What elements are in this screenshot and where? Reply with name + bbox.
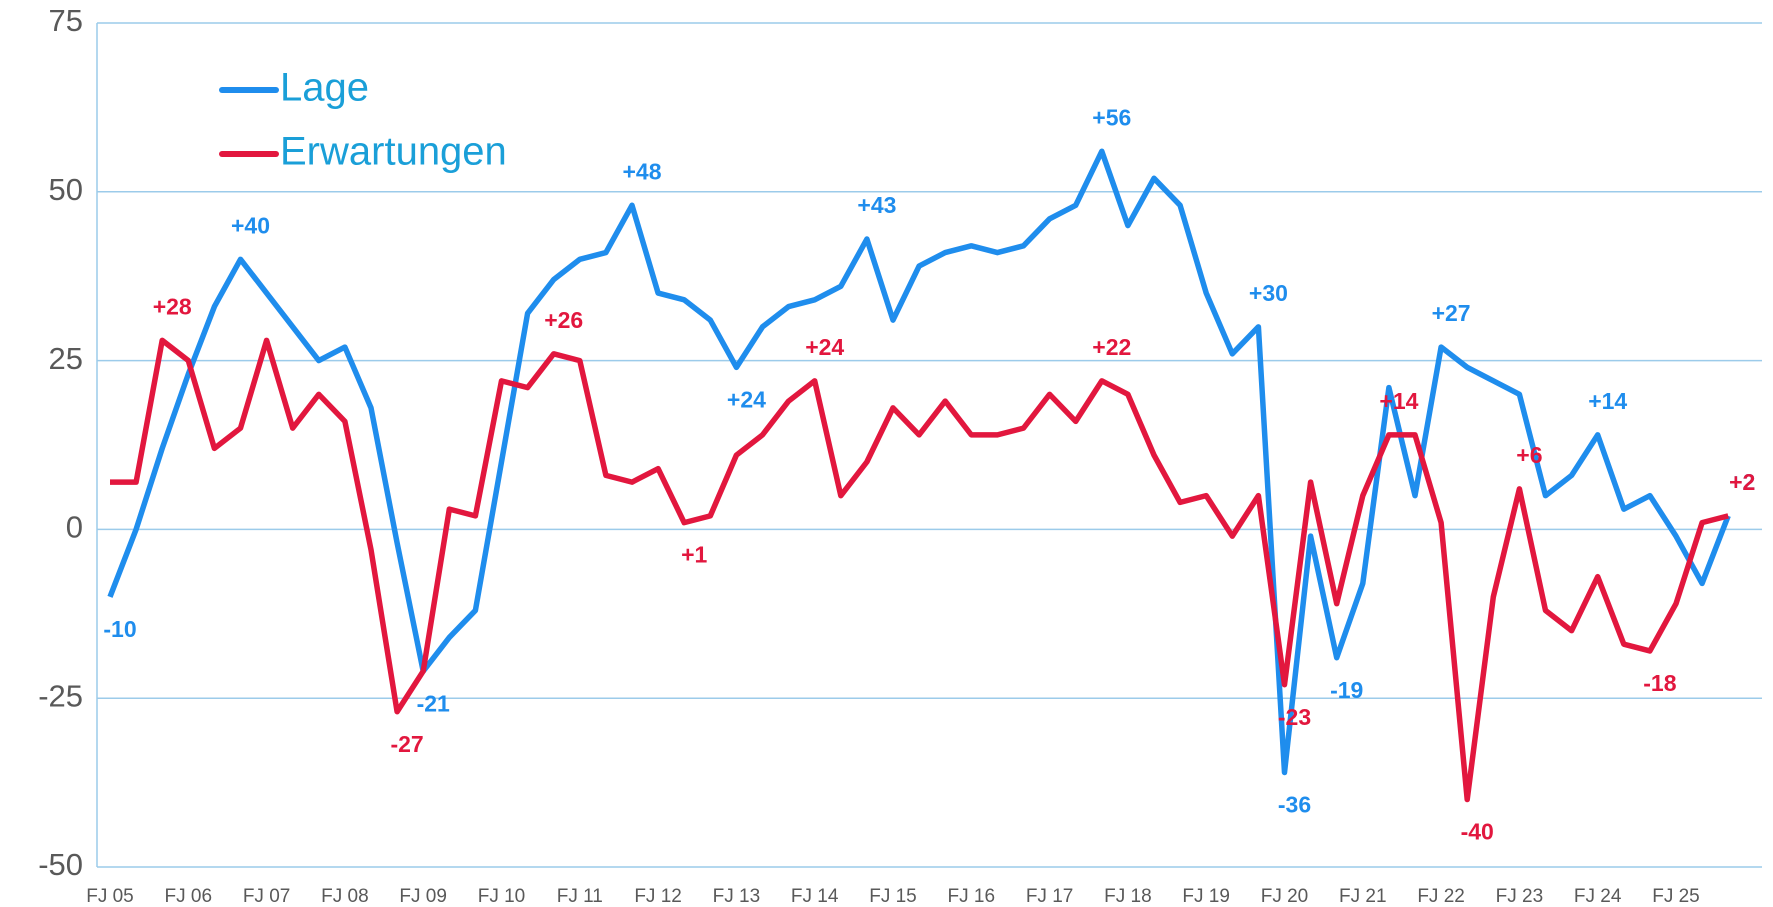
data-label: -27 <box>390 731 423 757</box>
y-tick-label: -25 <box>38 678 83 713</box>
x-tick-label: FJ 21 <box>1339 886 1387 907</box>
data-label: +1 <box>681 542 707 568</box>
data-label: -18 <box>1643 670 1676 696</box>
y-tick-label: 75 <box>49 3 83 38</box>
series-line <box>110 337 1729 803</box>
x-tick-label: FJ 12 <box>634 886 682 907</box>
data-label: -40 <box>1461 819 1494 845</box>
data-label: +6 <box>1516 442 1542 468</box>
x-tick-label: FJ 18 <box>1104 886 1152 907</box>
series-line <box>107 148 1731 776</box>
x-tick-label: FJ 07 <box>243 886 291 907</box>
x-tick-label: FJ 05 <box>86 886 134 907</box>
data-label: +2 <box>1729 469 1755 495</box>
data-label: +27 <box>1432 300 1471 326</box>
x-tick-label: FJ 11 <box>557 886 603 907</box>
data-label: -23 <box>1278 704 1311 730</box>
x-tick-label: FJ 20 <box>1261 886 1309 907</box>
y-tick-label: -50 <box>38 847 83 882</box>
data-label: +40 <box>231 212 270 238</box>
x-tick-label: FJ 10 <box>478 886 526 907</box>
y-tick-label: 25 <box>49 341 83 376</box>
data-label: +2 <box>1729 469 1755 495</box>
x-tick-label: FJ 06 <box>165 886 213 907</box>
legend-label: Lage <box>280 66 369 110</box>
data-label: +24 <box>805 334 844 360</box>
x-tick-label: FJ 22 <box>1417 886 1465 907</box>
x-tick-label: FJ 15 <box>869 886 917 907</box>
x-tick-label: FJ 19 <box>1182 886 1230 907</box>
data-label: +26 <box>544 307 583 333</box>
data-label: -10 <box>103 616 136 642</box>
data-label: +22 <box>1092 334 1131 360</box>
data-label: +14 <box>1588 388 1627 414</box>
x-tick-label: FJ 23 <box>1496 886 1544 907</box>
x-tick-label: FJ 09 <box>399 886 447 907</box>
legend-label: Erwartungen <box>280 130 507 174</box>
data-label: -36 <box>1278 792 1311 818</box>
data-label: +30 <box>1249 280 1288 306</box>
x-tick-label: FJ 13 <box>713 886 761 907</box>
data-label: -19 <box>1330 677 1363 703</box>
x-tick-label: FJ 24 <box>1574 886 1622 907</box>
data-label: -21 <box>417 690 450 716</box>
data-label: +14 <box>1379 388 1418 414</box>
x-tick-label: FJ 14 <box>791 886 839 907</box>
y-tick-label: 50 <box>49 172 83 207</box>
data-label: +43 <box>857 192 896 218</box>
x-tick-label: FJ 25 <box>1652 886 1700 907</box>
x-tick-label: FJ 08 <box>321 886 369 907</box>
data-label: +24 <box>727 386 766 412</box>
data-label: +28 <box>153 293 192 319</box>
data-label: +48 <box>622 158 661 184</box>
x-tick-label: FJ 16 <box>948 886 996 907</box>
x-tick-label: FJ 17 <box>1026 886 1074 907</box>
data-label: +56 <box>1092 104 1131 130</box>
y-tick-label: 0 <box>66 510 83 545</box>
